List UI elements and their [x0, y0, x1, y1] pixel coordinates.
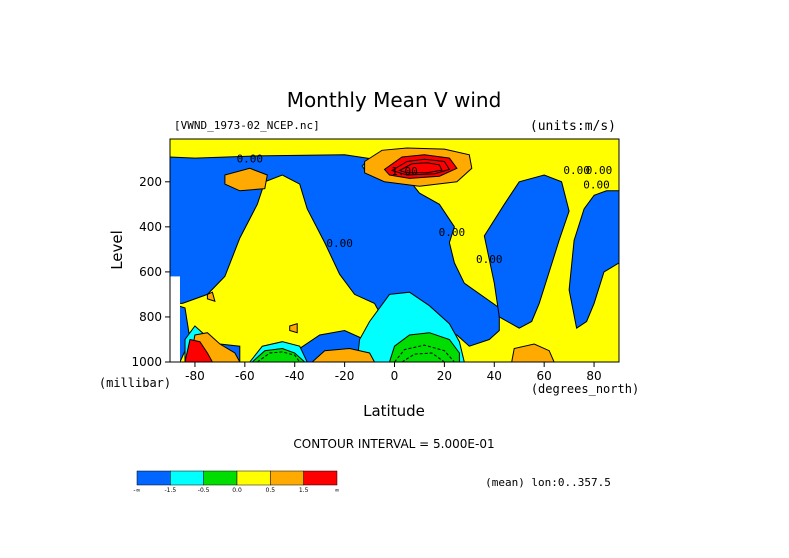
- units-label: (units:m/s): [530, 119, 616, 134]
- colorbar-swatch: [236, 470, 271, 486]
- colorbar-swatch: [136, 470, 171, 486]
- dashed-contour-line: [257, 351, 301, 362]
- contour-value-label: 0.00: [583, 179, 610, 192]
- colorbar-swatch: [203, 470, 238, 486]
- y-tick-label: 800: [139, 310, 162, 324]
- contour-region: [224, 167, 268, 192]
- contour-value-label: 0.00: [586, 164, 613, 177]
- colorbar-label: -1.5: [164, 487, 176, 494]
- contour-region: [568, 190, 619, 330]
- colorbar-swatch: [270, 470, 304, 486]
- dataset-label: [VWND_1973-02_NCEP.nc]: [174, 119, 320, 132]
- y-tick-label: 600: [139, 265, 162, 279]
- contour-region: [483, 174, 570, 329]
- x-tick-label: 80: [586, 369, 601, 383]
- colorbar-label: ∞: [335, 487, 340, 494]
- contour-line: [398, 162, 443, 174]
- contour-region: [289, 323, 298, 334]
- x-axis-title: Latitude: [363, 402, 425, 420]
- mean-lon-label: (mean) lon:0..357.5: [485, 476, 611, 489]
- x-tick-label: -20: [335, 369, 355, 383]
- colorbar-label: 0.0: [232, 487, 242, 494]
- contour-region: [311, 347, 376, 362]
- contour-region: [184, 338, 213, 362]
- axes: -80 -60 -40 -20 0 20 40 60 80 200 400 600 800 1000: [131, 175, 601, 383]
- contour-region: [388, 332, 460, 362]
- x-tick-label: 60: [537, 369, 552, 383]
- dashed-contour-line: [401, 352, 445, 362]
- y-axis-title: Level: [108, 230, 126, 270]
- contour-value-label: 0.00: [439, 226, 466, 239]
- x-axis-units: (degrees_north): [531, 382, 639, 396]
- contour-value-label: 0.00: [563, 164, 590, 177]
- colorbar-label: 0.5: [266, 487, 276, 494]
- colorbar-label: -0.5: [198, 487, 210, 494]
- plot-area: 0.001.00 0.000.000.000.000.000.00: [169, 138, 620, 363]
- contour-line: [390, 158, 451, 176]
- colorbar-label: -∞: [133, 487, 140, 494]
- x-tick-label: -40: [285, 369, 305, 383]
- y-tick-label: 200: [139, 175, 162, 189]
- contour-interval-label: CONTOUR INTERVAL = 5.000E-01: [293, 437, 494, 451]
- x-tick-label: 40: [487, 369, 502, 383]
- x-tick-label: 20: [437, 369, 452, 383]
- y-axis-units: (millibar): [99, 376, 171, 390]
- dashed-contour-line: [394, 344, 455, 362]
- contour-value-label: 0.00: [476, 253, 503, 266]
- contour-value-label: 1.00: [391, 165, 418, 178]
- x-tick-label: 0: [391, 369, 399, 383]
- x-tick-label: -60: [235, 369, 255, 383]
- y-tick-label: 1000: [131, 355, 162, 369]
- contour-region: [206, 291, 216, 302]
- chart-title: Monthly Mean V wind: [287, 88, 502, 112]
- colorbar-swatch: [170, 470, 204, 486]
- y-tick-label: 400: [139, 220, 162, 234]
- missing-data-mask: [170, 276, 180, 362]
- colorbar-swatch: [303, 470, 338, 486]
- colorbar: -∞ -1.5 -0.5 0.0 0.5 1.5 ∞: [133, 470, 340, 494]
- contour-region: [511, 343, 555, 362]
- contour-value-label: 0.00: [326, 237, 353, 250]
- x-tick-label: -80: [185, 369, 205, 383]
- colorbar-label: 1.5: [299, 487, 309, 494]
- contour-value-label: 0.00: [237, 153, 264, 166]
- contour-region: [251, 347, 306, 362]
